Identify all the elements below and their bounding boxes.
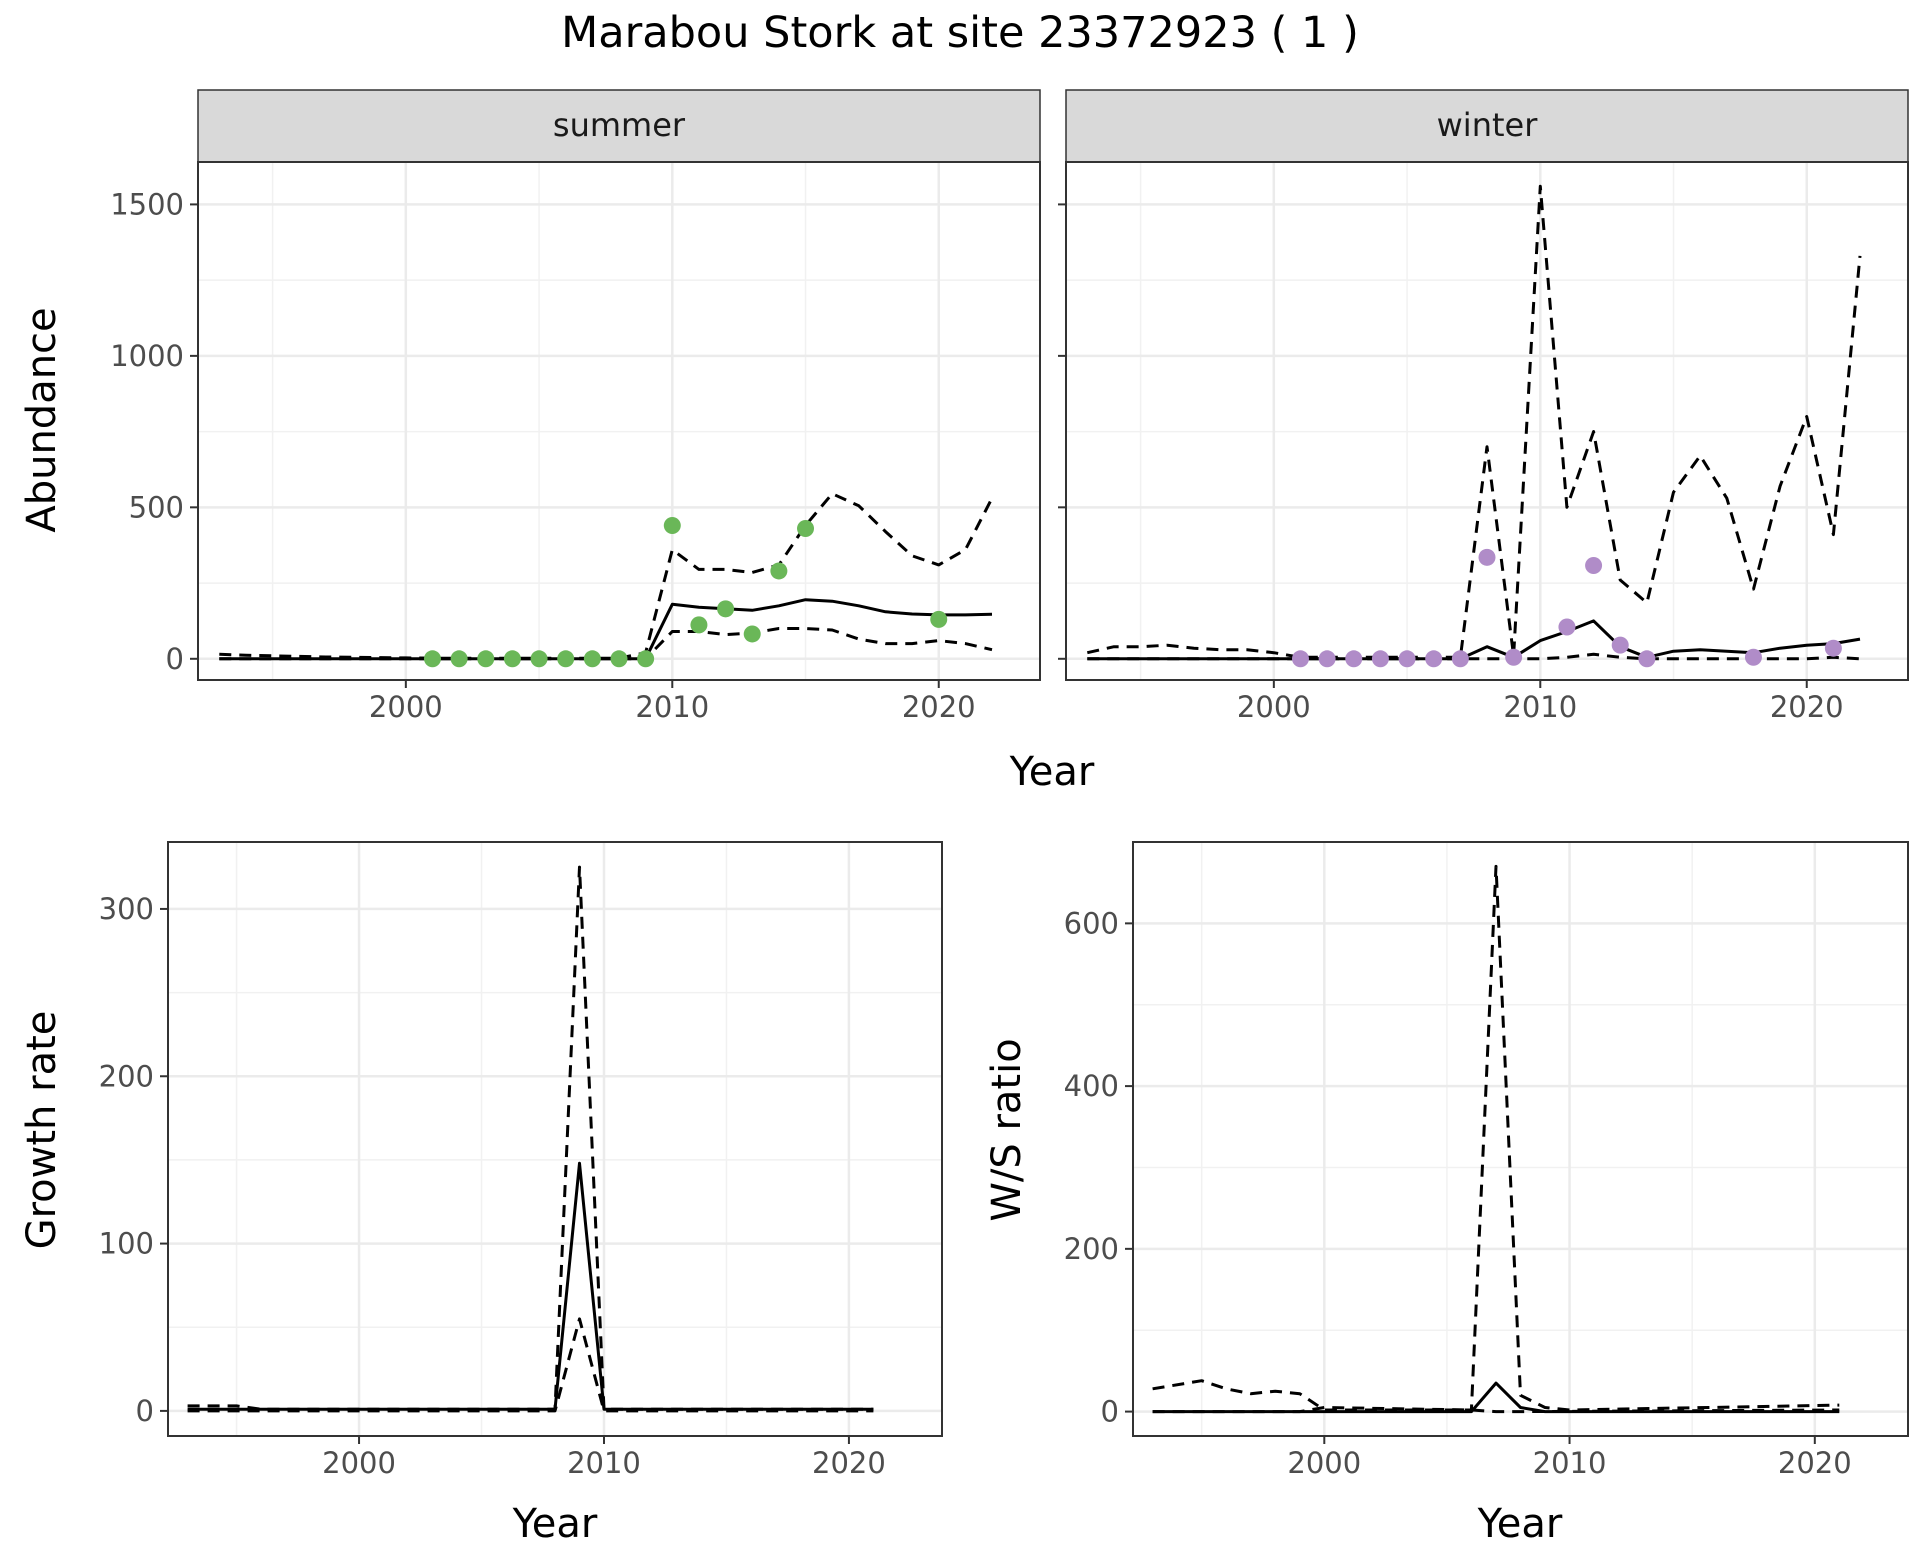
series-line-dashed-2	[1152, 1406, 1840, 1414]
x-axis-label-top: Year	[1009, 749, 1095, 795]
y-tick-label: 200	[99, 1059, 154, 1093]
y-tick-label: 0	[166, 642, 184, 676]
series-line-dashed-1	[1152, 864, 1840, 1412]
y-tick-label: 200	[1064, 1232, 1119, 1266]
series-line-dashed-2	[1087, 652, 1861, 661]
strip-winter	[1065, 89, 1909, 163]
data-point	[1478, 548, 1496, 566]
plot-area-growth	[168, 842, 942, 1436]
x-tick-label: 2020	[1770, 690, 1844, 724]
x-tick-label: 2020	[1778, 1446, 1852, 1480]
data-point	[1318, 650, 1336, 668]
data-point	[770, 562, 788, 580]
panel-summer: summer 2000 2010 2020 0 500 1000 1500	[110, 89, 1041, 724]
data-point	[1638, 650, 1656, 668]
data-point	[477, 650, 495, 668]
y-tick-label: 500	[129, 490, 184, 524]
x-tick-label: 2020	[902, 690, 976, 724]
data-point	[423, 650, 441, 668]
panel-border	[167, 841, 943, 1437]
data-point	[610, 650, 628, 668]
strip-label-summer: summer	[553, 106, 686, 144]
data-point	[1744, 648, 1762, 666]
data-point	[663, 517, 681, 535]
data-point	[1611, 636, 1629, 654]
x-tick-label: 2010	[1503, 690, 1577, 724]
data-point	[1398, 650, 1416, 668]
data-point	[743, 625, 761, 643]
data-point	[1505, 648, 1523, 666]
x-tick-label: 2000	[1237, 690, 1311, 724]
data-point	[503, 650, 521, 668]
series-line-dashed-2	[219, 627, 993, 661]
x-axis-label-growth: Year	[512, 1501, 598, 1547]
x-tick-label: 2000	[1287, 1446, 1361, 1480]
data-point	[530, 650, 548, 668]
y-axis-label-abundance: Abundance	[19, 307, 65, 532]
y-tick-label: 0	[136, 1394, 154, 1428]
plot-area-summer	[198, 162, 1040, 680]
x-tick-label: 2010	[567, 1446, 641, 1480]
data-point	[1451, 650, 1469, 668]
data-point	[717, 600, 735, 618]
y-tick-label: 100	[99, 1227, 154, 1261]
y-tick-label: 600	[1064, 906, 1119, 940]
x-tick-label: 2010	[1533, 1446, 1607, 1480]
data-point	[1371, 650, 1389, 668]
data-point	[583, 650, 601, 668]
y-axis-label-ws: W/S ratio	[984, 1038, 1030, 1221]
data-point	[557, 650, 575, 668]
y-tick-label: 1000	[110, 339, 184, 373]
data-point	[1558, 618, 1576, 636]
data-point	[930, 610, 948, 628]
panel-border	[1132, 841, 1909, 1437]
panel-border	[197, 161, 1041, 681]
panel-border	[1065, 161, 1909, 681]
series-line-dashed-2	[187, 1317, 874, 1413]
y-axis-label-growth: Growth rate	[19, 1011, 65, 1250]
panel-growth-rate: Growth rate Year 2000 2010 2020 0 100 200 300	[19, 841, 943, 1547]
strip-label-winter: winter	[1437, 106, 1539, 144]
data-point	[1425, 650, 1443, 668]
panel-winter: winter 2000 2010 2020	[1058, 89, 1909, 724]
data-point	[797, 520, 815, 538]
x-tick-label: 2010	[635, 690, 709, 724]
series-line-dashed-1	[1086, 184, 1862, 659]
x-tick-label: 2000	[322, 1446, 396, 1480]
x-tick-label: 2000	[369, 690, 443, 724]
y-tick-label: 1500	[110, 187, 184, 221]
data-point	[690, 616, 708, 634]
panel-ws-ratio: W/S ratio Year 2000 2010 2020 0 200 400 600	[984, 841, 1909, 1547]
data-point	[1824, 639, 1842, 657]
series-line-solid-0	[219, 598, 993, 661]
y-tick-label: 400	[1064, 1069, 1119, 1103]
chart-title: Marabou Stork at site 23372923 ( 1 )	[561, 8, 1359, 58]
y-tick-label: 300	[99, 892, 154, 926]
plot-area-winter	[1066, 162, 1908, 680]
data-point	[1585, 556, 1603, 574]
plot-area-ws-ratio	[1133, 842, 1908, 1436]
x-tick-label: 2020	[812, 1446, 886, 1480]
x-axis-label-ws: Year	[1477, 1501, 1563, 1547]
data-point	[1291, 650, 1309, 668]
y-tick-label: 0	[1101, 1395, 1119, 1429]
strip-summer	[197, 89, 1041, 163]
data-point	[450, 650, 468, 668]
data-point	[1345, 650, 1363, 668]
data-point	[637, 650, 655, 668]
